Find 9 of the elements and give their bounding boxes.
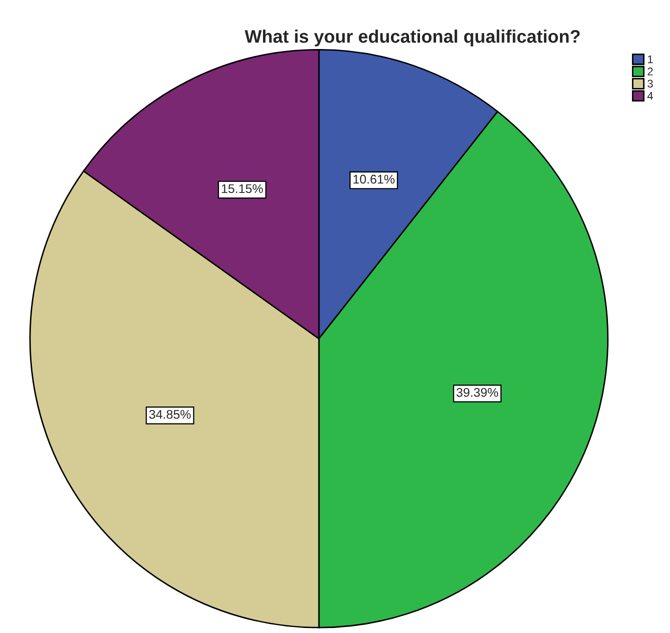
data-label: 10.61%	[354, 174, 394, 184]
data-label: 15.15%	[222, 184, 263, 194]
chart-title: What is your educational qualification?	[244, 30, 580, 46]
data-label: 34.85%	[149, 410, 191, 419]
legend-label: 3	[648, 80, 653, 88]
legend-label: 2	[648, 68, 653, 76]
data-label: 39.39%	[456, 388, 498, 397]
legend-label: 4	[647, 92, 653, 100]
legend-label: 1	[648, 55, 653, 64]
